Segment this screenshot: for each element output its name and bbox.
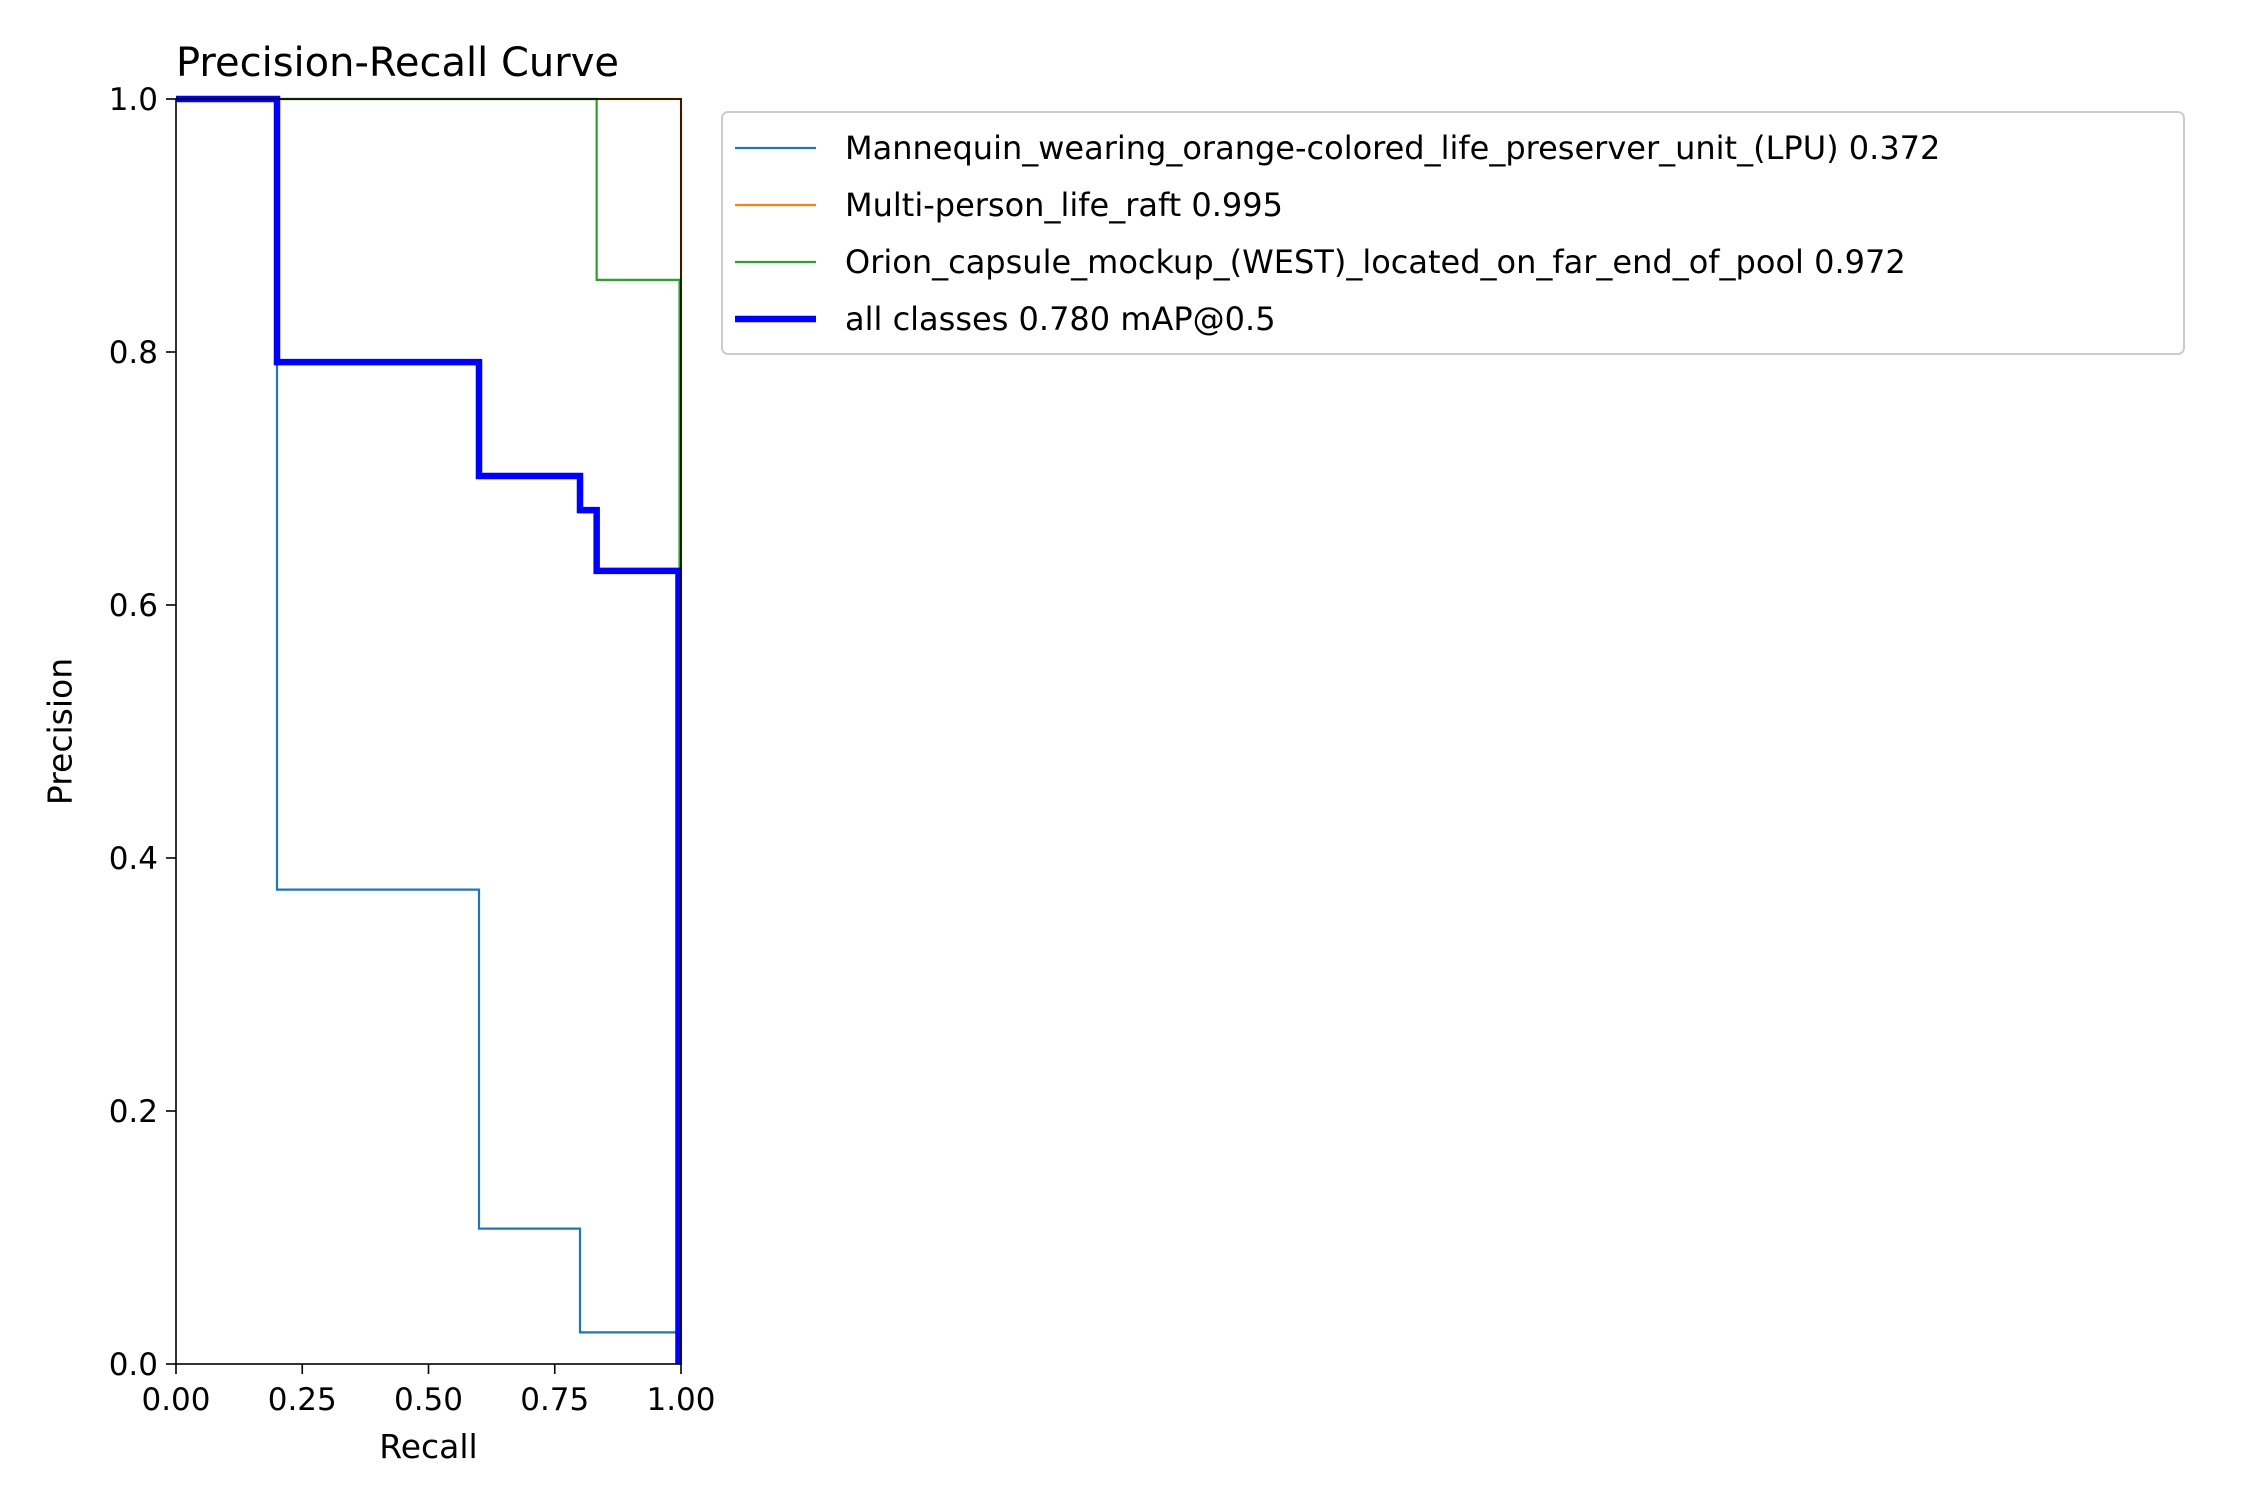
- y-tick-label: 0.0: [109, 1347, 158, 1383]
- x-axis-label: Recall: [379, 1427, 477, 1466]
- legend-label-1: Mannequin_wearing_orange-colored_life_pr…: [845, 129, 1940, 167]
- y-axis-label: Precision: [41, 658, 80, 805]
- legend-label-3: Orion_capsule_mockup_(WEST)_located_on_f…: [845, 243, 1906, 281]
- series-line-3: [176, 97, 681, 1364]
- y-tick-label: 0.8: [109, 335, 158, 371]
- x-tick-label: 0.50: [394, 1382, 463, 1418]
- x-tick-label: 0.25: [268, 1382, 337, 1418]
- y-tick-label: 1.0: [109, 82, 158, 118]
- plot-area: [176, 95, 683, 1364]
- y-tick-label: 0.6: [109, 588, 158, 624]
- x-tick-label: 0.00: [141, 1382, 210, 1418]
- legend-box: [721, 111, 2185, 355]
- series-line-1: [176, 97, 680, 1364]
- axes: 0.00 0.25 0.50 0.75 1.00 0.0 0.2 0.4 0.6 0.8 1.0: [109, 82, 716, 1418]
- y-tick-label: 0.4: [109, 841, 158, 877]
- x-tick-label: 0.75: [520, 1382, 589, 1418]
- chart-title: Precision-Recall Curve: [176, 40, 619, 86]
- legend-label-2: Multi-person_life_raft 0.995: [845, 186, 1283, 224]
- plot-frame: [175, 98, 682, 1365]
- y-tick-label: 0.2: [109, 1094, 158, 1130]
- x-tick-label: 1.00: [646, 1382, 715, 1418]
- series-line-2: [176, 97, 683, 1364]
- legend-label-4: all classes 0.780 mAP@0.5: [845, 300, 1276, 338]
- series-line-4: [176, 95, 682, 1364]
- legend: Mannequin_wearing_orange-colored_life_pr…: [721, 111, 2185, 355]
